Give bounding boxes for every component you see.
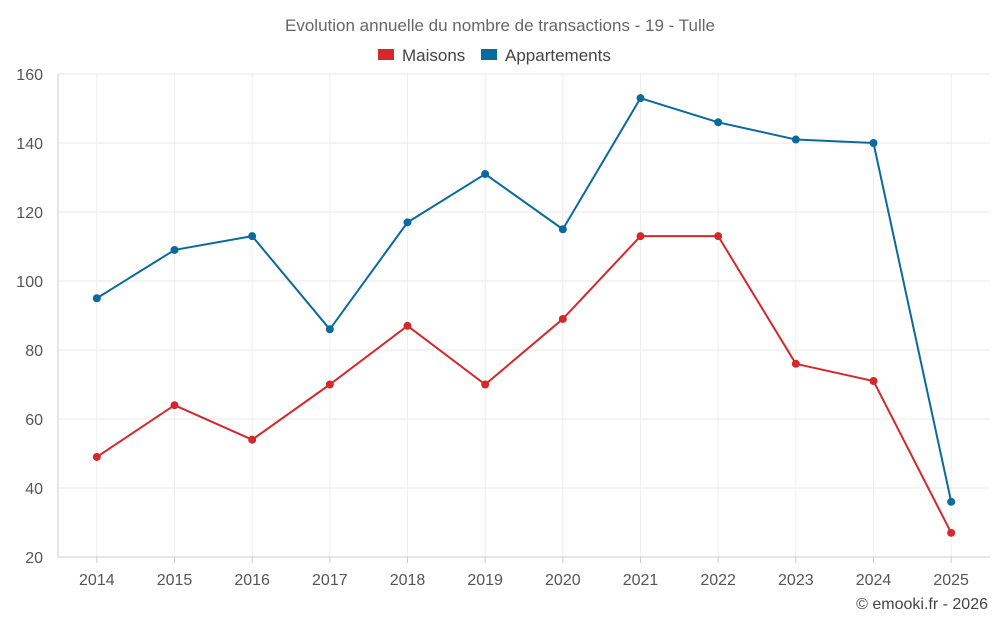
- y-tick-label-20: 20: [25, 550, 43, 567]
- x-tick-label-2017: 2017: [312, 572, 348, 589]
- point-maisons-2019[interactable]: [481, 380, 490, 389]
- point-maisons-2014[interactable]: [92, 452, 101, 461]
- x-tick-label-2018: 2018: [390, 572, 426, 589]
- x-tick-label-2023: 2023: [778, 572, 814, 589]
- legend-label-appartements[interactable]: Appartements: [505, 46, 611, 65]
- chart-axes: 20 40 60 80 100 120 140 160 2014 2015 2016 2017 2018…: [16, 67, 990, 589]
- legend-swatch-appartements: [481, 49, 497, 60]
- chart-title: Evolution annuelle du nombre de transact…: [285, 16, 715, 35]
- point-maisons-2020[interactable]: [558, 314, 567, 323]
- point-maisons-2022[interactable]: [714, 232, 723, 241]
- legend-label-maisons[interactable]: Maisons: [402, 46, 465, 65]
- y-tick-label-120: 120: [16, 205, 43, 222]
- chart-grid: [58, 73, 990, 558]
- x-tick-label-2014: 2014: [79, 572, 115, 589]
- y-tick-label-60: 60: [25, 412, 43, 429]
- y-tick-label-160: 160: [16, 67, 43, 84]
- x-tick-label-2020: 2020: [545, 572, 581, 589]
- point-appartements-2018[interactable]: [403, 218, 412, 227]
- point-appartements-2023[interactable]: [791, 135, 800, 144]
- x-tick-label-2016: 2016: [234, 572, 270, 589]
- x-tick-label-2019: 2019: [467, 572, 503, 589]
- legend-swatch-maisons: [378, 49, 394, 60]
- y-tick-label-100: 100: [16, 274, 43, 291]
- chart-legend: Maisons Appartements: [378, 46, 611, 65]
- x-tick-label-2021: 2021: [623, 572, 659, 589]
- x-tick-label-2022: 2022: [700, 572, 736, 589]
- point-appartements-2019[interactable]: [481, 170, 490, 179]
- series-appartements: [92, 94, 956, 506]
- x-tick-label-2025: 2025: [933, 572, 969, 589]
- point-appartements-2014[interactable]: [92, 294, 101, 303]
- point-appartements-2025[interactable]: [947, 497, 956, 506]
- point-appartements-2016[interactable]: [248, 232, 257, 241]
- point-appartements-2017[interactable]: [325, 325, 334, 334]
- point-appartements-2021[interactable]: [636, 94, 645, 103]
- point-maisons-2025[interactable]: [947, 528, 956, 537]
- series-maisons: [92, 232, 956, 537]
- series-line-maisons: [96, 235, 953, 534]
- point-appartements-2020[interactable]: [558, 225, 567, 234]
- point-maisons-2015[interactable]: [170, 401, 179, 410]
- x-tick-label-2024: 2024: [856, 572, 892, 589]
- point-maisons-2018[interactable]: [403, 321, 412, 330]
- series-line-appartements: [96, 97, 953, 503]
- x-tick-label-2015: 2015: [157, 572, 193, 589]
- point-maisons-2017[interactable]: [325, 380, 334, 389]
- y-tick-label-140: 140: [16, 136, 43, 153]
- point-maisons-2023[interactable]: [791, 359, 800, 368]
- point-appartements-2024[interactable]: [869, 139, 878, 147]
- chart-series: [92, 94, 956, 537]
- point-appartements-2015[interactable]: [170, 245, 179, 254]
- point-maisons-2024[interactable]: [869, 377, 878, 386]
- point-maisons-2016[interactable]: [248, 435, 257, 444]
- credit-text: © emooki.fr - 2026: [856, 596, 988, 613]
- y-tick-label-40: 40: [25, 481, 43, 498]
- y-tick-label-80: 80: [25, 343, 43, 360]
- point-maisons-2021[interactable]: [636, 232, 645, 241]
- point-appartements-2022[interactable]: [714, 118, 723, 127]
